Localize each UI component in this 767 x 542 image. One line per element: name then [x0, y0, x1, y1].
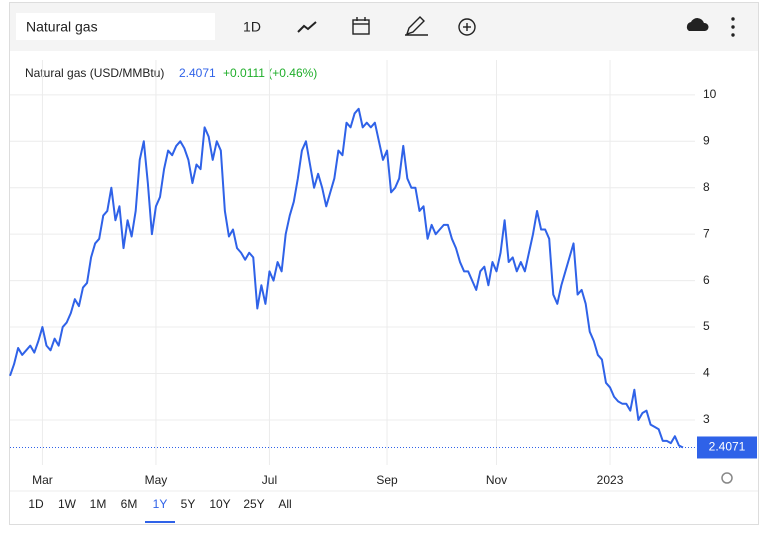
- calendar-icon[interactable]: [352, 17, 370, 35]
- range-button[interactable]: 6M: [121, 497, 138, 511]
- range-button[interactable]: 1Y: [153, 497, 168, 511]
- search-box[interactable]: [16, 13, 215, 40]
- interval-button[interactable]: 1D: [243, 19, 261, 35]
- y-tick-label: 3: [703, 412, 710, 426]
- x-tick-label: Jul: [262, 473, 277, 487]
- x-tick-label: Nov: [486, 473, 507, 487]
- settings-icon[interactable]: [721, 472, 733, 484]
- range-button[interactable]: 1D: [28, 497, 44, 511]
- chart-title: Natural gas (USD/MMBtu): [25, 66, 164, 80]
- x-tick-label: Mar: [32, 473, 53, 487]
- price-line: [9, 107, 684, 449]
- last-value-badge-label: 2.4071: [709, 440, 746, 454]
- x-tick-label: Sep: [376, 473, 398, 487]
- last-value-badge: [697, 436, 757, 459]
- y-tick-label: 8: [703, 180, 710, 194]
- range-selected-underline: [145, 521, 175, 523]
- range-button[interactable]: All: [278, 497, 291, 511]
- frame: [9, 2, 759, 525]
- y-tick-label: 9: [703, 133, 710, 147]
- y-tick-label: 10: [703, 87, 717, 101]
- chart-type-icon[interactable]: [297, 21, 317, 33]
- y-tick-label: 7: [703, 226, 710, 240]
- last-value: 2.4071: [179, 66, 216, 80]
- range-button[interactable]: 1W: [58, 497, 77, 511]
- menu-icon[interactable]: [731, 17, 735, 37]
- search-text[interactable]: Natural gas: [26, 19, 98, 35]
- x-tick-label: May: [145, 473, 168, 487]
- x-tick-label: 2023: [597, 473, 624, 487]
- draw-icon[interactable]: [405, 16, 428, 36]
- y-tick-label: 6: [703, 273, 710, 287]
- y-tick-label: 5: [703, 319, 710, 333]
- range-button[interactable]: 1M: [90, 497, 107, 511]
- change: +0.0111 (+0.46%): [223, 66, 317, 80]
- range-button[interactable]: 25Y: [243, 497, 264, 511]
- add-icon[interactable]: [458, 18, 476, 36]
- range-button[interactable]: 5Y: [181, 497, 196, 511]
- download-icon[interactable]: [686, 18, 709, 31]
- y-tick-label: 4: [703, 366, 710, 380]
- range-button[interactable]: 10Y: [209, 497, 230, 511]
